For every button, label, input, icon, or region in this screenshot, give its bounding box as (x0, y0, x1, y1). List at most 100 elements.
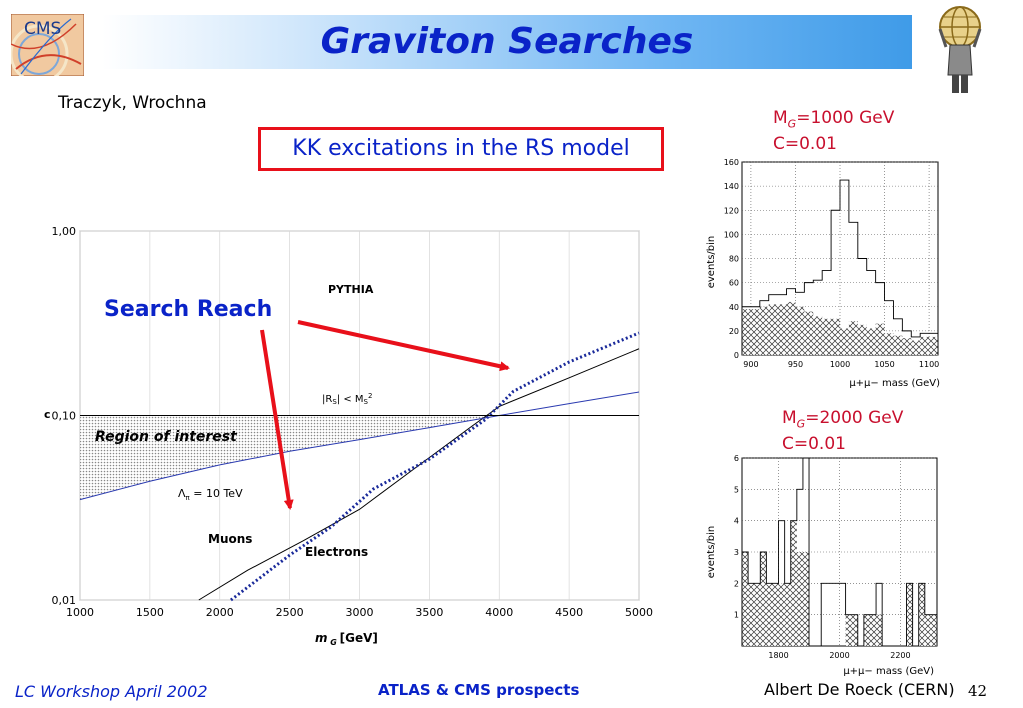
main-x-tick-label: 4000 (485, 606, 513, 619)
h2-x-tick-label: 1800 (768, 651, 788, 660)
footer-workshop: LC Workshop April 2002 (15, 682, 208, 701)
main-x-tick-label: 5000 (625, 606, 653, 619)
h1-y-tick-label: 100 (724, 230, 739, 239)
rs-condition-label: |RS| < MS2 (322, 392, 372, 406)
h1-y-tick-label: 0 (734, 351, 739, 360)
kk-model-box: KK excitations in the RS model (258, 127, 664, 171)
electrons-label: Electrons (305, 545, 368, 559)
page-number: 42 (968, 682, 988, 700)
rs-boundary-curve (79, 391, 640, 501)
slide-title: Graviton Searches (320, 21, 694, 62)
main-x-axis-label: m G [GeV] (315, 631, 378, 647)
h1-background-bin (902, 338, 912, 355)
h1-y-tick-label: 140 (724, 182, 739, 191)
hist2-ticks: 1800 2000 2200 1 2 3 4 5 6 (734, 454, 911, 660)
main-x-tick-label: 2500 (276, 606, 304, 619)
title-bar (102, 15, 912, 69)
h2-background-bin (845, 614, 852, 646)
h1-x-tick-label: 900 (743, 360, 758, 369)
h1-y-tick-label: 60 (729, 279, 739, 288)
atlas-logo (938, 6, 982, 93)
muons-curve (198, 348, 640, 601)
h1-background-bin (742, 309, 751, 355)
main-chart: 1000 1500 2000 2500 3000 3500 4000 4500 5000 0,0… (44, 225, 653, 647)
h2-background-bin (742, 552, 749, 646)
hist2-x-label: μ+μ− mass (GeV) (843, 666, 934, 677)
h2-y-tick-label: 6 (734, 454, 739, 463)
h2-y-tick-label: 3 (734, 548, 739, 557)
h1-x-tick-label: 950 (788, 360, 803, 369)
main-y-tick-label: 1,00 (52, 225, 77, 238)
hist1-mass-label: MG=1000 GeV C=0.01 (773, 108, 895, 155)
h1-background-bin (777, 304, 787, 355)
hist1-ticks: 900 950 1000 1050 1100 0 20 40 60 80 100 120 140 160 (724, 158, 940, 369)
h1-background-bin (893, 335, 903, 355)
h1-background-bin (840, 328, 849, 355)
h2-y-tick-label: 4 (734, 517, 739, 526)
hist1-x-label: μ+μ− mass (GeV) (849, 378, 940, 389)
h1-x-tick-label: 1100 (919, 360, 939, 369)
h1-y-tick-label: 120 (724, 206, 739, 215)
h1-background-bin (813, 316, 823, 355)
h2-background-bin (851, 614, 858, 646)
h1-total-histogram (741, 179, 939, 355)
h1-x-tick-label: 1050 (874, 360, 894, 369)
main-x-tick-label: 1500 (136, 606, 164, 619)
h1-background-bin (759, 306, 769, 355)
h1-y-tick-label: 20 (729, 327, 739, 336)
h2-background-bin (784, 583, 791, 646)
h2-background-bin (924, 614, 931, 646)
main-y-ticks: 0,01 0,10 1,00 (52, 225, 77, 607)
hist2-bars (741, 457, 938, 647)
h2-background-bin (802, 552, 810, 646)
main-y-tick-label: 0,01 (52, 594, 77, 607)
footer-author: Albert De Roeck (CERN) (764, 680, 955, 699)
h1-background-bin (768, 304, 778, 355)
h1-background-bin (848, 321, 858, 355)
main-x-tick-label: 3000 (346, 606, 374, 619)
h1-background-bin (804, 311, 814, 355)
authors: Traczyk, Wrochna (58, 93, 207, 113)
h2-background-bin (766, 583, 773, 646)
hist1-bars (741, 179, 939, 355)
h1-background-bin (875, 323, 885, 355)
hist2-y-label: events/bin (706, 526, 717, 579)
h1-background-bin (857, 324, 867, 355)
h2-background-bin (790, 520, 797, 646)
h2-background-bin (930, 614, 937, 646)
h1-y-tick-label: 80 (729, 255, 739, 264)
h2-background-bin (772, 583, 779, 646)
h2-background-bin (796, 552, 803, 646)
h2-x-tick-label: 2200 (890, 651, 910, 660)
region-of-interest-area (80, 415, 500, 500)
cms-logo-text: CMS (24, 19, 61, 39)
h1-background-bin (831, 318, 840, 355)
main-x-ticks: 1000 1500 2000 2500 3000 3500 4000 4500 5000 (66, 606, 653, 619)
main-x-tick-label: 4500 (555, 606, 583, 619)
h1-background-bin (884, 333, 894, 355)
h2-x-tick-label: 2000 (829, 651, 849, 660)
cms-logo: CMS (11, 14, 84, 76)
main-x-tick-label: 3500 (415, 606, 443, 619)
region-of-interest-label: Region of interest (95, 429, 238, 445)
hist1-grid (742, 161, 938, 356)
main-series (79, 331, 640, 602)
h2-y-tick-label: 1 (734, 611, 739, 620)
h2-total-histogram (741, 457, 938, 647)
h1-x-tick-label: 1000 (830, 360, 850, 369)
h2-y-tick-label: 5 (734, 485, 739, 494)
lambda-label: Λπ = 10 TeV (178, 487, 243, 502)
h1-y-tick-label: 40 (729, 303, 739, 312)
h2-background-bin (760, 552, 767, 646)
h1-background-bin (750, 309, 760, 355)
h1-background-bin (795, 306, 805, 355)
main-x-tick-label: 1000 (66, 606, 94, 619)
h2-background-bin (778, 583, 785, 646)
muons-label: Muons (208, 532, 252, 546)
histogram-1000: 900 950 1000 1050 1100020406080100120140160 … (706, 158, 940, 389)
h2-background-bin (748, 583, 755, 646)
h1-background-bin (920, 336, 930, 355)
h1-background-bin (929, 336, 938, 355)
h2-background-bin (863, 614, 870, 646)
h2-background-bin (754, 583, 761, 646)
